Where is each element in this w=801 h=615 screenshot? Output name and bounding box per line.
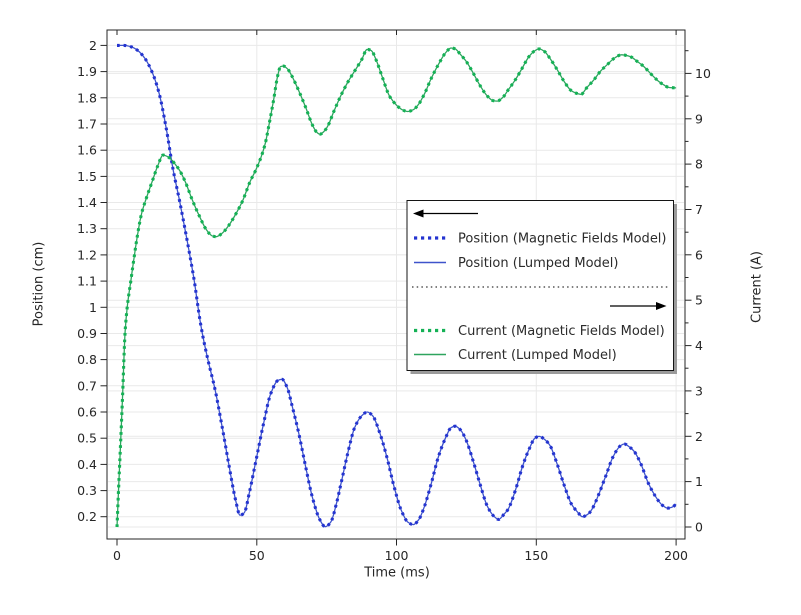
y-right-tick-label: 0 (695, 520, 703, 535)
y-right-tick-label: 6 (695, 247, 703, 262)
y-left-tick-label: 1.3 (77, 221, 97, 236)
y-left-tick-label: 2 (89, 38, 97, 53)
legend-entry-label: Current (Lumped Model) (458, 348, 617, 363)
legend-entry-label: Position (Lumped Model) (458, 256, 618, 271)
y-right-tick-label: 8 (695, 157, 703, 172)
current-magnetic-fields-curve (115, 46, 677, 528)
axis-ticks (100, 30, 692, 546)
y-left-tick-label: 1.6 (77, 143, 97, 158)
legend-box (406, 200, 674, 371)
x-tick-label: 200 (664, 548, 688, 563)
y-left-tick-label: 1.7 (77, 117, 97, 132)
y-left-tick-label: 0.9 (77, 326, 97, 341)
y-left-tick-label: 0.7 (77, 378, 97, 393)
legend-entry-label: Current (Magnetic Fields Model) (458, 324, 665, 339)
y-right-tick-label: 1 (695, 474, 703, 489)
y-right-tick-label: 2 (695, 429, 703, 444)
x-tick-label: 100 (385, 548, 409, 563)
y-right-tick-label: 5 (695, 293, 703, 308)
y-left-tick-label: 1.1 (77, 274, 97, 289)
y-right-tick-label: 10 (695, 66, 711, 81)
y-right-axis-title: Current (A) (749, 251, 765, 323)
y-left-tick-label: 0.3 (77, 483, 97, 498)
y-left-tick-label: 1.9 (77, 64, 97, 79)
legend: Position (Magnetic Fields Model) Position… (406, 200, 677, 374)
y-left-tick-label: 0.2 (77, 509, 97, 524)
y-left-tick-label: 0.6 (77, 405, 97, 420)
x-axis-title: Time (ms) (364, 565, 430, 581)
right-arrowhead-icon (656, 302, 667, 310)
y-left-tick-label: 0.8 (77, 352, 97, 367)
y-left-axis-title: Position (cm) (31, 241, 47, 327)
y-left-tick-label: 0.5 (77, 431, 97, 446)
y-left-tick-label: 1 (89, 300, 97, 315)
y-right-tick-label: 7 (695, 202, 703, 217)
y-left-tick-label: 1.2 (77, 247, 97, 262)
y-left-tick-label: 1.5 (77, 169, 97, 184)
y-left-tick-label: 1.8 (77, 90, 97, 105)
x-tick-label: 0 (113, 548, 121, 563)
y-right-tick-label: 9 (695, 111, 703, 126)
x-tick-label: 50 (249, 548, 265, 563)
y-right-tick-label: 3 (695, 383, 703, 398)
legend-entry-label: Position (Magnetic Fields Model) (458, 232, 667, 247)
tick-labels: 0.2 0.3 0.4 0.5 0.6 0.7 0.8 0.9 1 1.1 1.2 1.3 1.4 1.5… (77, 38, 711, 563)
position-lumped-curve (117, 44, 677, 528)
y-right-tick-label: 4 (695, 338, 703, 353)
x-tick-label: 150 (524, 548, 548, 563)
y-left-tick-label: 0.4 (77, 457, 97, 472)
left-arrowhead-icon (413, 209, 424, 218)
y-left-tick-label: 1.4 (77, 195, 97, 210)
